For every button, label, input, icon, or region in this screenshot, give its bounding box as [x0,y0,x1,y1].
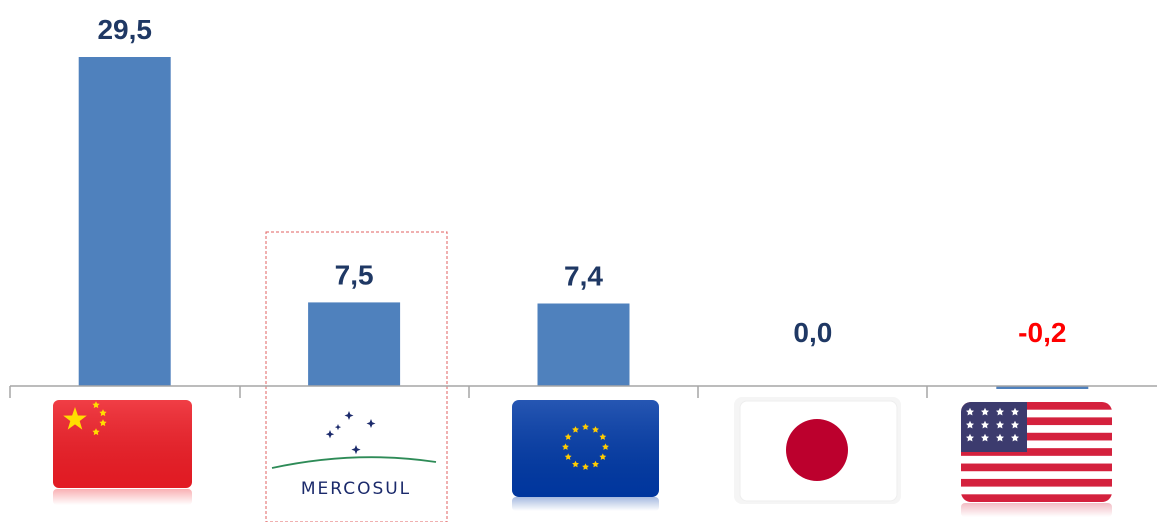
mercosul-highlight-box [265,231,448,522]
bar-mercosul [308,302,401,386]
value-label: -0,2 [1018,317,1066,348]
bar-china [78,57,171,386]
bars-group [78,57,1089,389]
japan-flag-icon [734,397,901,504]
usa-flag-icon [961,402,1112,517]
value-label: 29,5 [97,14,152,45]
mercosul-logo-text: MERCOSUL [301,479,411,499]
mercosul-logo: MERCOSUL [268,398,444,502]
value-labels-group: 29,5 7,5 7,4 0,0 -0,2 [97,14,1066,348]
eu-flag-icon [512,400,659,511]
china-flag-icon [53,400,192,505]
bar-uni-o-europeia [537,303,630,386]
value-label: 7,4 [564,261,603,292]
value-label: 7,5 [335,259,374,290]
value-label: 0,0 [793,317,832,348]
bar-estados-unidos [996,386,1089,389]
x-axis [9,385,1157,398]
